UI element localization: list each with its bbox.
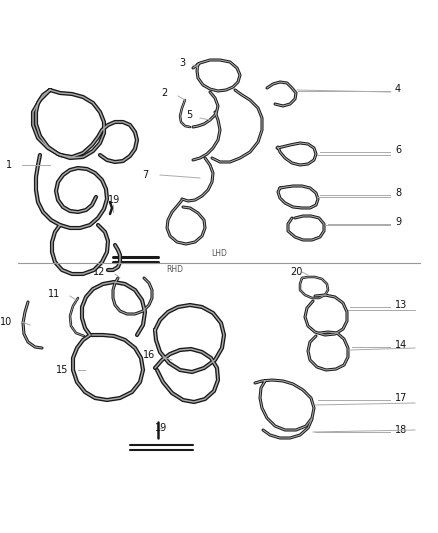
Text: 3: 3	[179, 58, 185, 68]
Text: 7: 7	[142, 170, 148, 180]
Text: 16: 16	[143, 350, 155, 360]
Text: 8: 8	[395, 188, 401, 198]
Text: 17: 17	[395, 393, 407, 403]
Text: 11: 11	[48, 289, 60, 299]
Text: 19: 19	[108, 195, 120, 205]
Text: 2: 2	[162, 88, 168, 98]
Text: 1: 1	[6, 160, 12, 170]
Text: 13: 13	[395, 300, 407, 310]
Text: 12: 12	[92, 267, 105, 277]
Text: 6: 6	[395, 145, 401, 155]
Text: RHD: RHD	[166, 265, 184, 274]
Text: 10: 10	[0, 317, 12, 327]
Text: 19: 19	[155, 423, 167, 433]
Text: 9: 9	[395, 217, 401, 227]
Text: 20: 20	[290, 267, 302, 277]
Text: 5: 5	[186, 110, 192, 120]
Text: 15: 15	[56, 365, 68, 375]
Text: 14: 14	[395, 340, 407, 350]
Text: 18: 18	[395, 425, 407, 435]
Text: LHD: LHD	[211, 248, 227, 257]
Text: 4: 4	[395, 84, 401, 94]
